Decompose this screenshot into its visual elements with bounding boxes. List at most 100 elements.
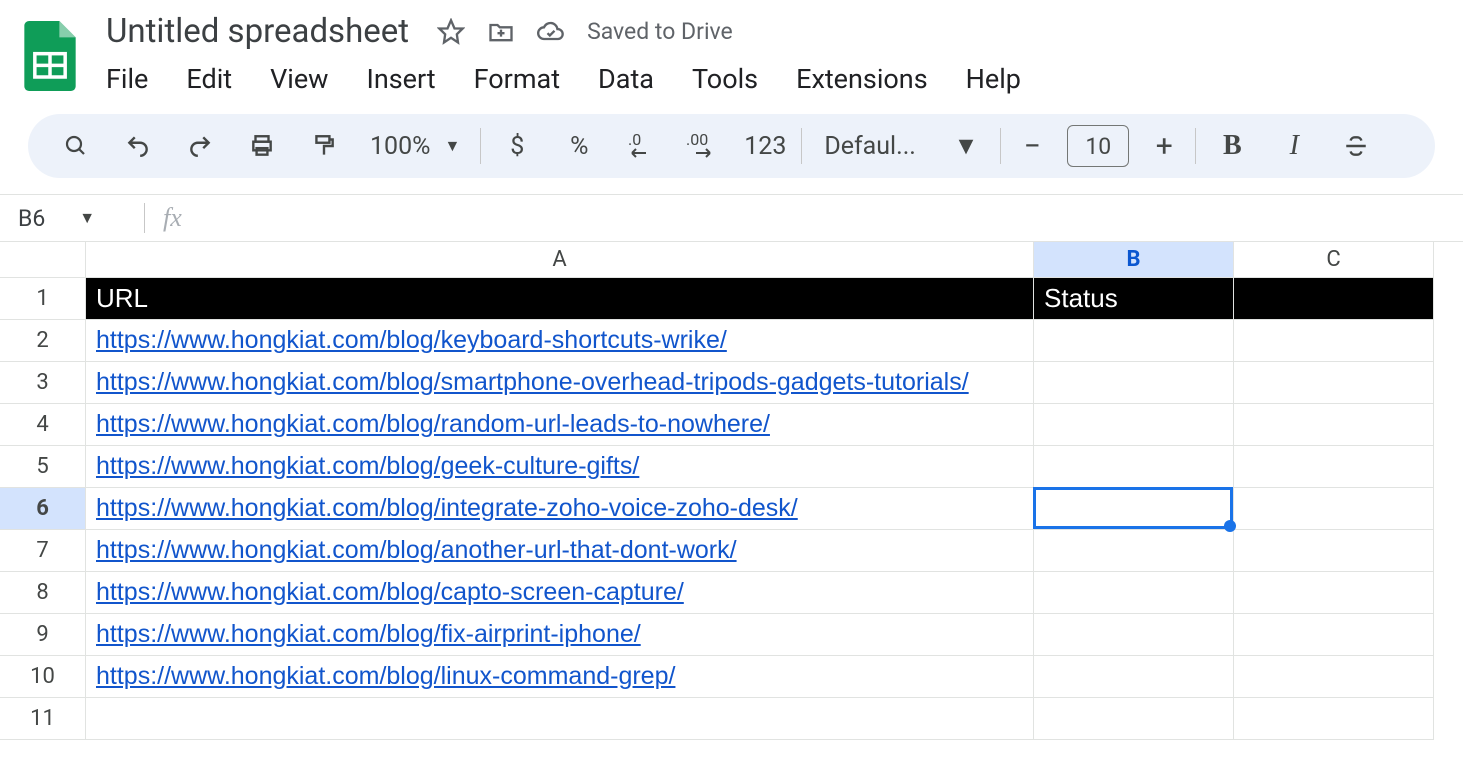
zoom-dropdown[interactable]: 100% ▼ [364,132,466,161]
cell[interactable] [1234,530,1434,572]
cell[interactable]: https://www.hongkiat.com/blog/another-ur… [86,530,1034,572]
menu-extensions[interactable]: Extensions [796,63,928,95]
row-header[interactable]: 4 [0,404,86,446]
toolbar-separator [1000,128,1001,164]
header-cell[interactable]: Status [1034,278,1234,320]
redo-icon[interactable] [178,124,222,168]
print-icon[interactable] [240,124,284,168]
cell[interactable] [1034,488,1234,530]
search-icon[interactable] [54,124,98,168]
row-header[interactable]: 2 [0,320,86,362]
menu-data[interactable]: Data [598,63,654,95]
cell[interactable] [1034,698,1234,740]
paint-format-icon[interactable] [302,124,346,168]
row-header[interactable]: 7 [0,530,86,572]
cell[interactable] [1234,362,1434,404]
formula-bar: B6 ▼ fx [0,194,1463,242]
cell[interactable] [1034,530,1234,572]
column-header-C[interactable]: C [1234,242,1434,278]
menu-view[interactable]: View [270,63,328,95]
grid-rows: URLStatushttps://www.hongkiat.com/blog/k… [86,278,1463,740]
cell[interactable] [1034,320,1234,362]
row-header[interactable]: 9 [0,614,86,656]
column-header-A[interactable]: A [86,242,1034,278]
table-row: https://www.hongkiat.com/blog/another-ur… [86,530,1463,572]
title-row: Untitled spreadsheet Saved to Drive [100,10,1443,53]
font-size-input[interactable]: 10 [1067,125,1129,167]
cell[interactable] [1034,404,1234,446]
zoom-value: 100% [370,132,430,161]
app-header: Untitled spreadsheet Saved to Drive File… [0,0,1463,96]
name-box[interactable]: B6 ▼ [18,205,138,232]
fx-icon: fx [163,203,182,233]
table-row: URLStatus [86,278,1463,320]
cell[interactable]: https://www.hongkiat.com/blog/keyboard-s… [86,320,1034,362]
sheets-logo[interactable] [20,16,80,96]
cell[interactable] [1034,362,1234,404]
cell[interactable] [1234,656,1434,698]
toolbar-separator [1195,128,1196,164]
decrease-decimal-icon[interactable]: .0 [619,124,663,168]
move-folder-icon[interactable] [487,18,515,46]
cell[interactable] [1234,404,1434,446]
cell[interactable]: https://www.hongkiat.com/blog/linux-comm… [86,656,1034,698]
menu-insert[interactable]: Insert [366,63,435,95]
cell[interactable] [1234,698,1434,740]
cell[interactable] [1034,572,1234,614]
bold-button[interactable]: B [1210,124,1254,168]
row-header[interactable]: 5 [0,446,86,488]
cell[interactable]: https://www.hongkiat.com/blog/random-url… [86,404,1034,446]
decrease-font-size-button[interactable]: − [1015,129,1049,164]
cell[interactable] [1234,446,1434,488]
select-all-corner[interactable] [0,242,86,278]
caret-down-icon: ▼ [79,208,95,228]
row-header[interactable]: 3 [0,362,86,404]
cloud-saved-icon[interactable] [537,18,565,46]
row-header[interactable]: 6 [0,488,86,530]
table-row: https://www.hongkiat.com/blog/fix-airpri… [86,614,1463,656]
menu-help[interactable]: Help [966,63,1021,95]
increase-font-size-button[interactable]: + [1147,129,1181,164]
italic-button[interactable]: I [1272,124,1316,168]
font-family-dropdown[interactable]: Defaul... ▼ [816,132,986,161]
cell[interactable] [1034,446,1234,488]
cell[interactable] [1234,488,1434,530]
cell[interactable] [1034,656,1234,698]
document-title[interactable]: Untitled spreadsheet [100,10,415,53]
star-icon[interactable] [437,18,465,46]
cell[interactable] [1034,614,1234,656]
undo-icon[interactable] [116,124,160,168]
toolbar: 100% ▼ $ % .0 .00 123 Defaul... ▼ − [28,114,1435,178]
cell[interactable]: https://www.hongkiat.com/blog/integrate-… [86,488,1034,530]
grid-body: ABC URLStatushttps://www.hongkiat.com/bl… [86,242,1463,747]
more-formats-button[interactable]: 123 [743,124,787,168]
row-header[interactable]: 1 [0,278,86,320]
column-header-B[interactable]: B [1034,242,1234,278]
cell[interactable] [1234,614,1434,656]
svg-text:.00: .00 [686,131,708,149]
row-header[interactable]: 10 [0,656,86,698]
header-cell[interactable] [1234,278,1434,320]
menu-file[interactable]: File [106,63,148,95]
header-cell[interactable]: URL [86,278,1034,320]
cell[interactable]: https://www.hongkiat.com/blog/geek-cultu… [86,446,1034,488]
percent-button[interactable]: % [557,124,601,168]
cell[interactable] [86,698,1034,740]
menu-bar: File Edit View Insert Format Data Tools … [100,63,1443,95]
cell[interactable] [1234,572,1434,614]
currency-button[interactable]: $ [495,124,539,168]
toolbar-container: 100% ▼ $ % .0 .00 123 Defaul... ▼ − [0,96,1463,194]
increase-decimal-icon[interactable]: .00 [681,124,725,168]
table-row: https://www.hongkiat.com/blog/random-url… [86,404,1463,446]
row-header[interactable]: 11 [0,698,86,740]
row-header[interactable]: 8 [0,572,86,614]
cell[interactable] [1234,320,1434,362]
menu-format[interactable]: Format [474,63,560,95]
menu-edit[interactable]: Edit [186,63,232,95]
cell[interactable]: https://www.hongkiat.com/blog/fix-airpri… [86,614,1034,656]
cell[interactable]: https://www.hongkiat.com/blog/smartphone… [86,362,1034,404]
menu-tools[interactable]: Tools [692,63,758,95]
toolbar-separator [801,128,802,164]
strikethrough-button[interactable] [1334,124,1378,168]
cell[interactable]: https://www.hongkiat.com/blog/capto-scre… [86,572,1034,614]
